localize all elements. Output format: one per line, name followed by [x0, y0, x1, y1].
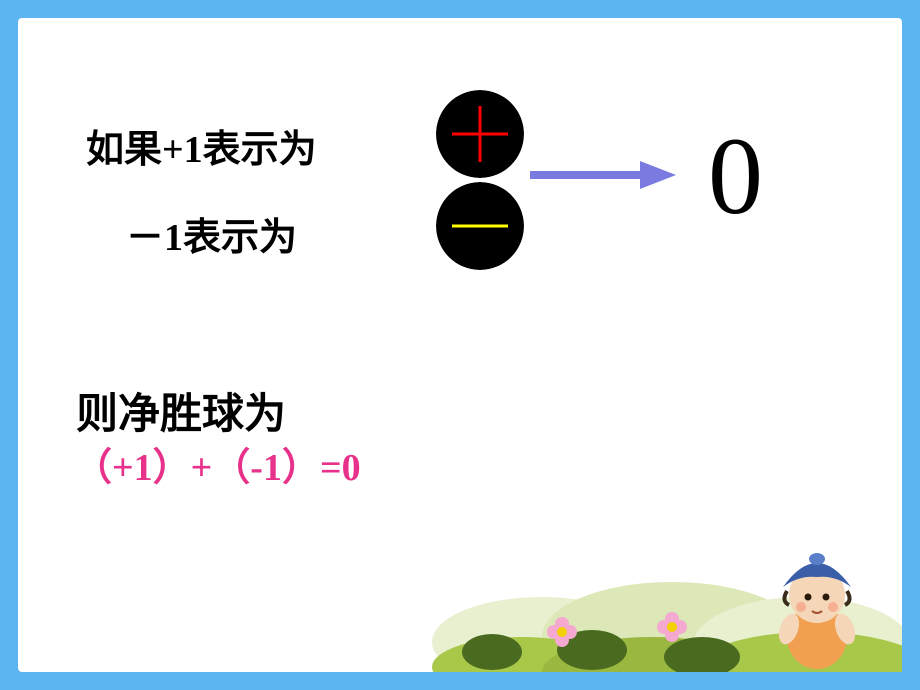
arrow-icon	[528, 153, 678, 197]
line2-text: －1表示为	[126, 206, 297, 261]
slide-canvas: 如果+1表示为 －1表示为 0 则净胜球为 （+1）+（-1）=0	[18, 18, 902, 672]
plus-circle-icon	[436, 90, 524, 178]
equation-text: （+1）+（-1）=0	[74, 436, 361, 491]
line1-text: 如果+1表示为	[86, 118, 317, 173]
cartoon-decoration-icon	[422, 472, 902, 672]
minus-circle-icon	[436, 182, 524, 270]
line3-text: 则净胜球为	[76, 380, 286, 441]
zero-result: 0	[708, 113, 763, 240]
